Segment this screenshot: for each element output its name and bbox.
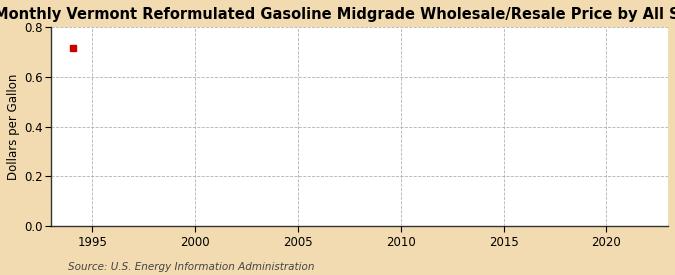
Y-axis label: Dollars per Gallon: Dollars per Gallon bbox=[7, 73, 20, 180]
Text: Source: U.S. Energy Information Administration: Source: U.S. Energy Information Administ… bbox=[68, 262, 314, 272]
Title: Monthly Vermont Reformulated Gasoline Midgrade Wholesale/Resale Price by All Sel: Monthly Vermont Reformulated Gasoline Mi… bbox=[0, 7, 675, 22]
